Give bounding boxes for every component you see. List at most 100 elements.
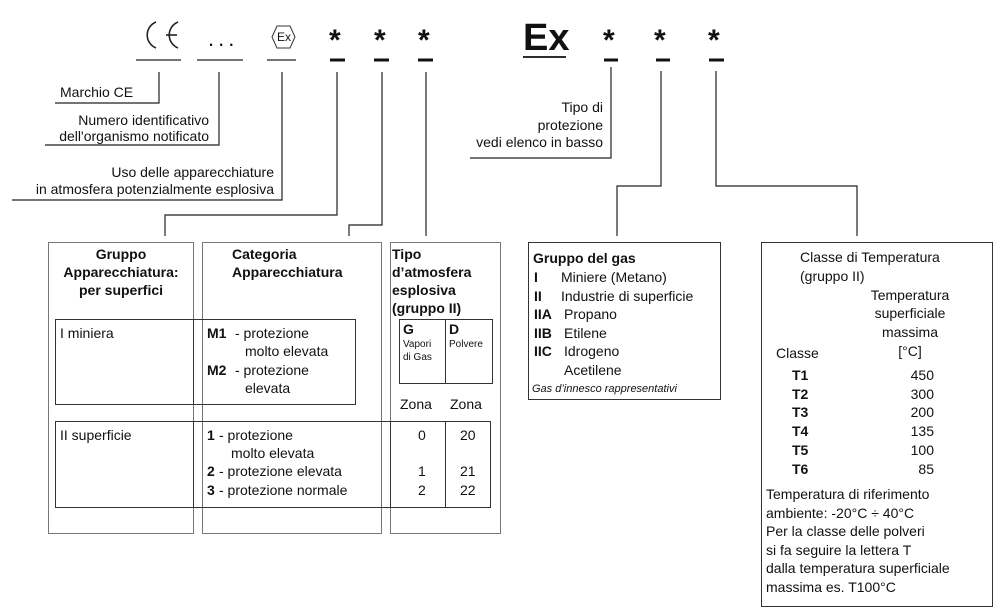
cat-M1-text-2: molto elevata <box>245 343 329 359</box>
divider <box>445 421 446 508</box>
placeholder-atmosphere: * <box>418 24 430 57</box>
ex-hexagon-icon <box>271 25 296 49</box>
label-protection-1: Tipo di <box>561 99 603 115</box>
gas-label-2: di Gas <box>403 352 432 363</box>
atmosphere-header-2: d’atmosfera <box>392 264 472 280</box>
atmosphere-header-4: (gruppo II) <box>392 300 462 316</box>
temp-class-code: T5 <box>792 441 809 458</box>
category-header-1: Categoria <box>232 246 297 262</box>
group-header-2: Apparecchiatura: <box>63 264 179 280</box>
ex-hexagon-text: Ex <box>277 30 292 44</box>
gas-group-code: IIC <box>534 343 552 359</box>
dust-zone-20: 20 <box>460 427 476 443</box>
cat-1-code: 1 <box>207 427 215 443</box>
dust-label: Polvere <box>449 339 483 350</box>
placeholder-group: * <box>329 24 341 57</box>
divider <box>445 319 446 384</box>
cat-2-code: 2 <box>207 463 215 479</box>
label-notified-body-2: dell'organismo notificato <box>59 128 209 144</box>
cat-M2-text-2: elevata <box>245 380 291 396</box>
temp-header-1: Temperatura <box>870 287 950 303</box>
notified-body-dots: ... <box>208 26 239 51</box>
temp-class-code: T1 <box>792 367 809 383</box>
gas-zone-1: 1 <box>418 463 426 479</box>
cat-M2-text-1: - protezione <box>235 362 309 378</box>
group-header-1: Gruppo <box>95 246 147 262</box>
temp-class-value: 100 <box>910 441 934 458</box>
cat-2-text: - protezione elevata <box>219 463 342 479</box>
temp-header-2: superficiale <box>874 305 946 321</box>
gas-zone-label: Zona <box>400 396 432 412</box>
gas-group-text: Etilene <box>564 324 607 341</box>
gas-group-text: Propano <box>564 306 617 322</box>
gas-group-footnote: Gas d’innesco rappresentativi <box>532 383 677 395</box>
gas-group-text: Acetilene <box>564 361 622 378</box>
temp-class-value: 85 <box>918 460 934 477</box>
cat-1-text-1: - protezione <box>219 427 293 443</box>
temp-class-value: 135 <box>910 423 934 440</box>
dust-code: D <box>449 321 460 337</box>
divider <box>193 319 194 405</box>
category-column <box>202 242 382 534</box>
temp-note-line: Per la classe delle polveri <box>766 523 925 540</box>
gas-dust-box <box>399 319 493 384</box>
class-header: Classe <box>776 345 819 361</box>
temp-title-1: Classe di Temperatura <box>800 249 940 265</box>
cat-M1-text-1: - protezione <box>235 325 309 341</box>
temp-note-line: Temperatura di riferimento <box>766 486 930 502</box>
gas-zone-2: 2 <box>418 482 426 498</box>
placeholder-temp-class: * <box>708 24 720 57</box>
group-I-row <box>55 319 356 405</box>
group-II-label: II superficie <box>60 427 132 443</box>
cat-1-text-2: molto elevata <box>231 445 315 461</box>
temp-class-value: 300 <box>910 385 934 402</box>
label-atex-use-2: in atmosfera potenzialmente esplosiva <box>35 181 274 197</box>
label-protection-2: protezione <box>537 117 603 133</box>
group-header-3: per superfici <box>78 282 164 298</box>
placeholder-gas-group: * <box>654 24 666 57</box>
temp-class-code: T2 <box>792 385 809 402</box>
gas-label-1: Vapori <box>403 339 432 350</box>
temp-header-3: massima <box>881 324 938 340</box>
temp-class-value: 450 <box>910 367 934 383</box>
dust-zone-22: 22 <box>460 482 476 498</box>
gas-code: G <box>403 321 414 337</box>
gas-group-text: Industrie di superficie <box>561 287 694 304</box>
dust-zone-label: Zona <box>450 396 482 412</box>
gas-group-code: II <box>534 287 542 304</box>
temp-note-line: dalla temperatura superficiale <box>766 560 950 577</box>
temp-note-line: massima es. T100°C <box>766 579 896 595</box>
temp-title-2: (gruppo II) <box>800 268 865 284</box>
temp-header-4: [°C] <box>898 343 922 359</box>
temp-class-code: T6 <box>792 460 809 477</box>
temp-class-code: T4 <box>792 423 809 440</box>
divider <box>390 421 391 508</box>
label-notified-body-1: Numero identificativo <box>78 112 209 128</box>
temp-note-line: si fa seguire la lettera T <box>766 541 912 558</box>
temp-class-code: T3 <box>792 404 809 421</box>
atmosphere-column <box>390 242 501 534</box>
gas-group-text: Miniere (Metano) <box>561 269 667 285</box>
placeholder-category: * <box>374 24 386 57</box>
gas-group-title: Gruppo del gas <box>533 250 636 266</box>
temp-note-line: ambiente: -20°C ÷ 40°C <box>766 504 915 521</box>
category-header-2: Apparecchiatura <box>232 264 343 280</box>
gas-zone-0: 0 <box>418 427 426 443</box>
gas-group-box <box>528 242 721 400</box>
ce-logo <box>146 21 179 49</box>
temp-class-value: 200 <box>910 404 934 421</box>
divider <box>193 421 194 508</box>
dust-zone-21: 21 <box>460 463 476 479</box>
cat-M1-code: M1 <box>207 325 227 341</box>
label-atex-use-1: Uso delle apparecchiature <box>111 164 274 180</box>
group-II-row <box>55 421 491 508</box>
cat-3-code: 3 <box>207 482 215 498</box>
atmosphere-header-3: esplosiva <box>392 282 456 298</box>
cat-M2-code: M2 <box>207 362 227 378</box>
gas-group-code: I <box>534 269 538 285</box>
gas-group-code: IIA <box>534 306 552 322</box>
gas-group-text: Idrogeno <box>564 343 620 359</box>
label-protection-3: vedi elenco in basso <box>476 134 603 150</box>
group-I-label: I miniera <box>60 325 114 341</box>
label-ce: Marchio CE <box>60 84 134 100</box>
